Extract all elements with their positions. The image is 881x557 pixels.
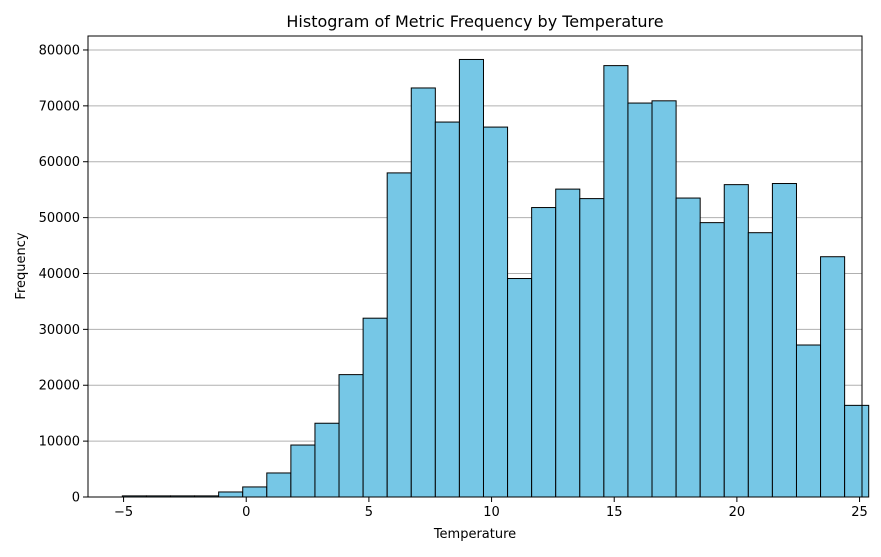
x-tick-label: 10 [483, 505, 500, 520]
histogram-bar [771, 183, 797, 498]
histogram-bar [820, 256, 846, 498]
y-tick-label: 20000 [39, 379, 80, 394]
histogram-bar [314, 422, 340, 498]
y-tick-label: 50000 [39, 211, 80, 226]
x-tick-label: 0 [242, 505, 250, 520]
y-axis-ticks: 0 10000 20000 30000 40000 50000 60000 70000 8000… [39, 43, 88, 506]
x-tick-label: 15 [606, 505, 623, 520]
histogram-bar [290, 444, 316, 498]
histogram-bar [579, 198, 605, 498]
y-tick-label: 60000 [39, 155, 80, 170]
histogram-bar [410, 87, 436, 498]
histogram-bar [507, 278, 533, 498]
bars [121, 58, 870, 498]
y-tick-label: 70000 [39, 99, 80, 114]
histogram-bar [338, 374, 364, 498]
histogram-bar [458, 58, 484, 498]
histogram-bar [434, 121, 460, 498]
chart-title: Histogram of Metric Frequency by Tempera… [286, 12, 663, 31]
histogram-bar [795, 344, 822, 498]
x-tick-label: 5 [365, 505, 373, 520]
y-tick-label: 0 [72, 491, 80, 506]
x-tick-label: −5 [114, 505, 133, 520]
histogram-bar [747, 232, 773, 498]
histogram-bar [386, 172, 412, 498]
histogram-bar [482, 126, 509, 498]
histogram-bar [627, 102, 653, 498]
y-axis-label: Frequency [14, 232, 29, 299]
x-tick-label: 25 [851, 505, 868, 520]
plot-frame [87, 35, 863, 498]
histogram-bar [362, 317, 388, 498]
histogram-bar [675, 197, 701, 498]
histogram-bar [844, 404, 870, 498]
histogram-bar [531, 207, 557, 498]
x-axis-label: Temperature [433, 527, 516, 542]
y-tick-label: 10000 [39, 435, 80, 450]
histogram-bar [218, 491, 244, 498]
histogram-bar [242, 486, 268, 498]
x-axis-ticks: −5 0 5 10 15 20 25 [114, 497, 868, 520]
histogram-bar [723, 184, 749, 498]
x-tick-label: 20 [729, 505, 746, 520]
y-tick-label: 80000 [39, 43, 80, 58]
histogram-bar [651, 100, 677, 498]
y-tick-label: 30000 [39, 323, 80, 338]
y-tick-label: 40000 [39, 267, 80, 282]
histogram-bar [555, 188, 581, 498]
histogram-bar [266, 472, 292, 498]
histogram-bar [603, 65, 629, 498]
histogram-bar [699, 222, 725, 498]
